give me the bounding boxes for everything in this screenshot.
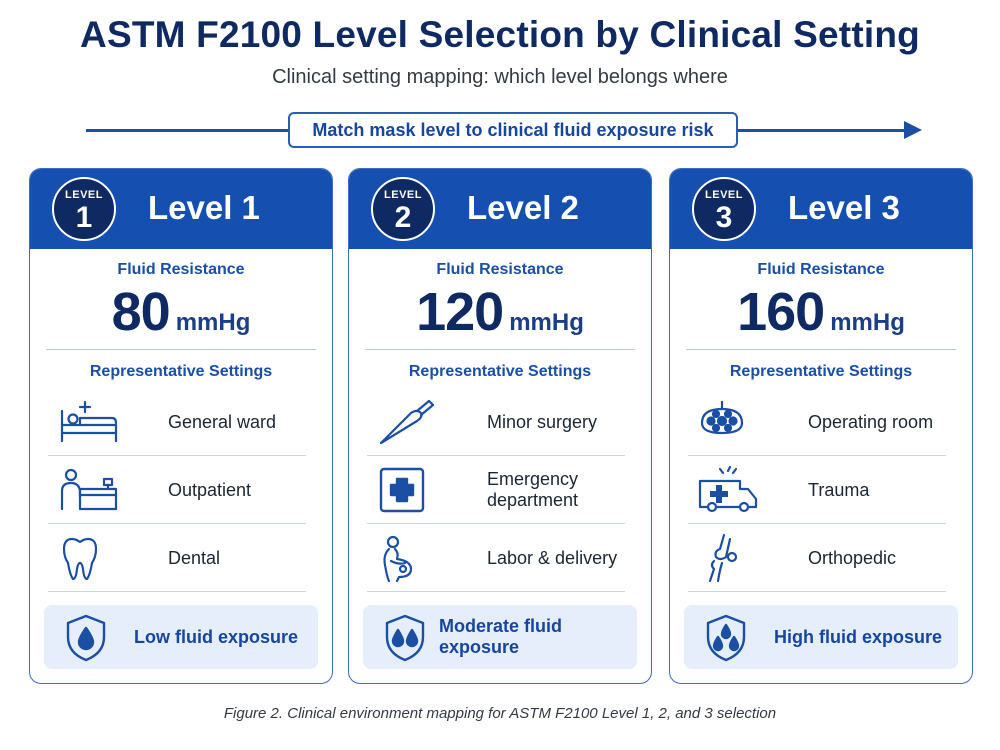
level-title: Level 3 xyxy=(788,189,900,226)
setting-text: Emergency department xyxy=(487,469,579,510)
exposure-panel: Low fluid exposure xyxy=(44,605,318,669)
separator xyxy=(688,455,946,456)
fluid-unit: mmHg xyxy=(175,309,251,336)
fluid-resistance-value: 80 mmHg xyxy=(30,281,332,343)
setting-text: Minor surgery xyxy=(487,411,598,432)
setting-item: General ward xyxy=(48,389,314,455)
fluid-resistance-value: 160 mmHg xyxy=(670,281,972,343)
badge-word: LEVEL xyxy=(384,189,422,201)
medical-cross-icon xyxy=(377,467,433,513)
fluid-resistance-label: Fluid Resistance xyxy=(436,261,564,278)
hospital-bed-icon xyxy=(58,399,118,445)
separator xyxy=(48,523,306,524)
setting-item: Trauma xyxy=(688,457,954,523)
fluid-unit: mmHg xyxy=(830,309,905,336)
badge-word: LEVEL xyxy=(65,189,103,201)
ambulance-icon xyxy=(698,465,758,513)
knee-joint-icon xyxy=(698,533,754,583)
fluid-value: 160 xyxy=(737,282,825,342)
level-title: Level 1 xyxy=(148,189,260,226)
level-2-card: LEVEL 2 Level 2 Fluid Resistance 120 mmHg… xyxy=(348,168,652,684)
setting-item: Operating room xyxy=(688,389,954,455)
separator xyxy=(367,523,625,524)
arrow-label: Match mask level to clinical fluid expos… xyxy=(288,112,738,148)
settings-label: Representative Settings xyxy=(729,363,913,380)
scalpel-icon xyxy=(377,399,435,445)
shield-one-drop-icon xyxy=(64,613,108,663)
setting-text: Labor & delivery xyxy=(487,547,618,568)
fluid-value: 120 xyxy=(416,282,504,342)
level-badge: LEVEL 1 xyxy=(52,177,116,241)
badge-number: 1 xyxy=(75,201,93,234)
separator xyxy=(48,455,306,456)
divider xyxy=(46,349,316,350)
setting-item: Labor & delivery xyxy=(367,525,633,591)
shield-two-drops-icon xyxy=(383,613,427,663)
setting-text: Outpatient xyxy=(168,479,252,500)
setting-text: Orthopedic xyxy=(808,547,897,568)
settings-label: Representative Settings xyxy=(408,363,592,380)
separator xyxy=(367,591,625,592)
card-header: LEVEL 3 Level 3 xyxy=(670,169,972,249)
setting-text: General ward xyxy=(168,411,277,432)
setting-text: Trauma xyxy=(808,479,870,500)
fluid-resistance-label: Fluid Resistance xyxy=(757,261,885,278)
setting-item: Dental xyxy=(48,525,314,591)
pregnant-woman-icon xyxy=(377,535,433,583)
exposure-text: High fluid exposure xyxy=(774,626,943,647)
page-subtitle: Clinical setting mapping: which level be… xyxy=(272,66,728,88)
setting-text: Dental xyxy=(168,547,221,568)
level-1-card: LEVEL 1 Level 1 Fluid Resistance 80 mmHg … xyxy=(29,168,333,684)
setting-item: Outpatient xyxy=(48,457,314,523)
figure-caption: Figure 2. Clinical environment mapping f… xyxy=(223,705,777,722)
level-title: Level 2 xyxy=(467,189,579,226)
separator xyxy=(688,591,946,592)
fluid-unit: mmHg xyxy=(509,309,584,336)
divider xyxy=(686,349,956,350)
fluid-value: 80 xyxy=(111,282,171,342)
reception-desk-icon xyxy=(58,467,118,513)
badge-number: 3 xyxy=(715,201,733,234)
badge-number: 2 xyxy=(394,201,412,234)
exposure-panel: Moderate fluid exposure xyxy=(363,605,637,669)
surgical-light-icon xyxy=(698,399,754,445)
card-header: LEVEL 1 Level 1 xyxy=(30,169,332,249)
separator xyxy=(48,591,306,592)
card-header: LEVEL 2 Level 2 xyxy=(349,169,651,249)
badge-word: LEVEL xyxy=(705,189,743,201)
exposure-text: Low fluid exposure xyxy=(134,626,299,647)
fluid-resistance-value: 120 mmHg xyxy=(349,281,651,343)
level-badge: LEVEL 3 xyxy=(692,177,756,241)
setting-text: Operating room xyxy=(808,411,934,432)
setting-item: Emergency department xyxy=(367,457,633,523)
setting-item: Minor surgery xyxy=(367,389,633,455)
separator xyxy=(688,523,946,524)
shield-three-drops-icon xyxy=(704,613,748,663)
divider xyxy=(365,349,635,350)
arrow-head-icon xyxy=(904,121,922,139)
fluid-resistance-label: Fluid Resistance xyxy=(117,261,245,278)
settings-label: Representative Settings xyxy=(89,363,273,380)
separator xyxy=(367,455,625,456)
exposure-text: Moderate fluid exposure xyxy=(439,616,563,657)
level-3-card: LEVEL 3 Level 3 Fluid Resistance 160 mmHg… xyxy=(669,168,973,684)
tooth-icon xyxy=(58,535,114,581)
page-title: ASTM F2100 Level Selection by Clinical S… xyxy=(80,14,920,55)
exposure-panel: High fluid exposure xyxy=(684,605,958,669)
setting-item: Orthopedic xyxy=(688,525,954,591)
level-badge: LEVEL 2 xyxy=(371,177,435,241)
